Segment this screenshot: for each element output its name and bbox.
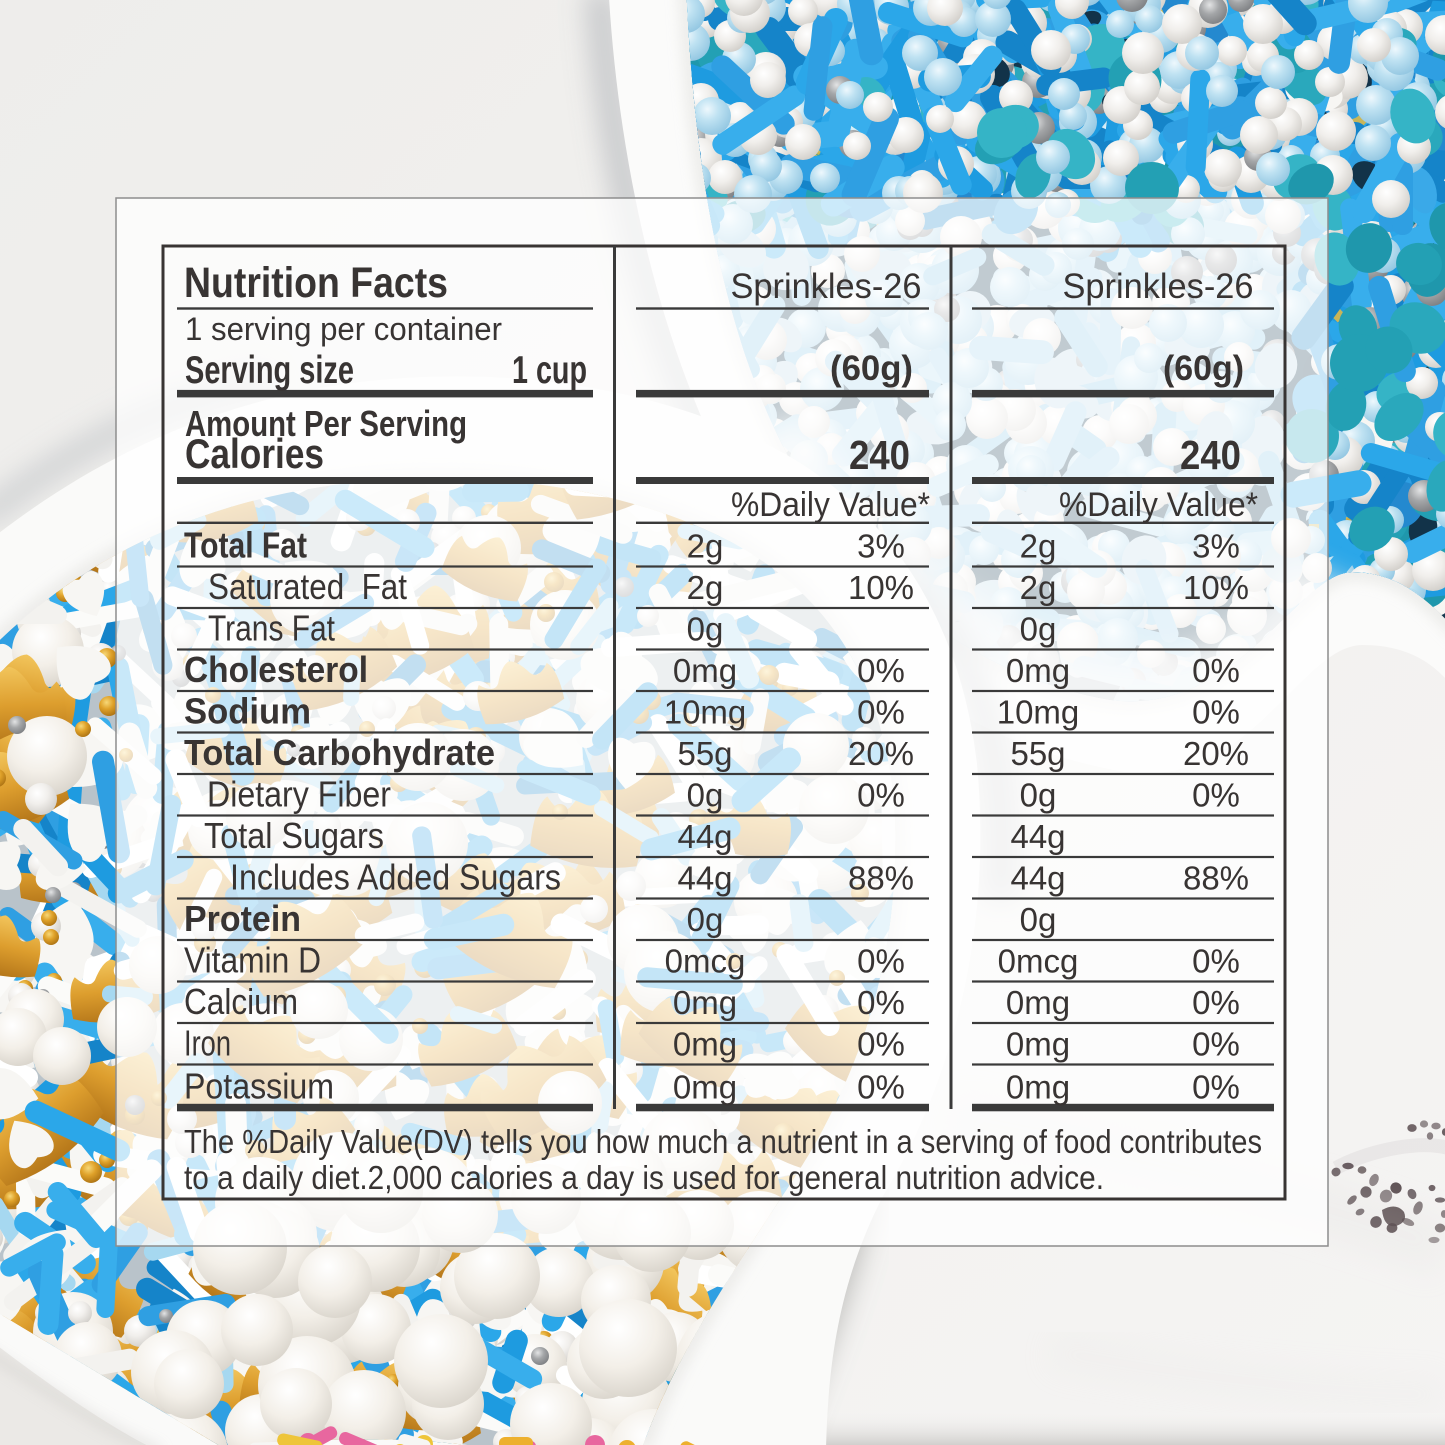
svg-text:0g: 0g (1020, 777, 1057, 814)
svg-text:2g: 2g (1020, 569, 1057, 606)
svg-text:Iron: Iron (184, 1023, 231, 1064)
svg-text:1 serving per container: 1 serving per container (185, 311, 502, 347)
svg-text:0%: 0% (857, 652, 905, 689)
svg-text:%Daily Value*: %Daily Value* (731, 486, 930, 524)
svg-text:2g: 2g (687, 528, 724, 565)
svg-text:Serving size: Serving size (185, 349, 354, 392)
svg-text:10mg: 10mg (997, 694, 1080, 731)
svg-text:0mg: 0mg (1006, 984, 1070, 1021)
svg-text:Protein: Protein (184, 898, 301, 939)
svg-text:0%: 0% (857, 943, 905, 980)
svg-text:Total Sugars: Total Sugars (204, 815, 384, 856)
svg-text:0mcg: 0mcg (998, 943, 1079, 980)
svg-text:0%: 0% (857, 984, 905, 1021)
svg-text:88%: 88% (1183, 860, 1249, 897)
svg-text:Amount Per Serving: Amount Per Serving (185, 403, 467, 444)
svg-text:0%: 0% (1192, 1069, 1240, 1106)
svg-text:0mcg: 0mcg (665, 943, 746, 980)
svg-text:0mg: 0mg (673, 984, 737, 1021)
svg-text:0mg: 0mg (1006, 652, 1070, 689)
svg-text:Total Carbohydrate: Total Carbohydrate (184, 732, 495, 773)
svg-text:0%: 0% (857, 694, 905, 731)
svg-text:2g: 2g (687, 569, 724, 606)
svg-text:88%: 88% (848, 860, 914, 897)
svg-text:10mg: 10mg (664, 694, 747, 731)
svg-text:0%: 0% (1192, 1026, 1240, 1063)
svg-text:20%: 20% (848, 735, 914, 772)
svg-text:(60g): (60g) (1163, 349, 1244, 388)
svg-text:0g: 0g (687, 611, 724, 648)
svg-text:%Daily Value*: %Daily Value* (1059, 486, 1258, 524)
svg-text:44g: 44g (1010, 860, 1065, 897)
svg-text:Nutrition Facts: Nutrition Facts (184, 259, 448, 307)
svg-text:Sprinkles-26: Sprinkles-26 (1063, 267, 1254, 306)
svg-text:0%: 0% (857, 777, 905, 814)
svg-text:0g: 0g (1020, 611, 1057, 648)
svg-text:Dietary Fiber: Dietary Fiber (207, 774, 391, 815)
svg-text:0mg: 0mg (673, 1069, 737, 1106)
svg-text:44g: 44g (677, 860, 732, 897)
svg-text:Saturated Fat: Saturated Fat (208, 566, 407, 607)
svg-text:(60g): (60g) (830, 349, 913, 388)
svg-text:Trans Fat: Trans Fat (208, 608, 335, 649)
svg-text:The %Daily Value(DV) tells you: The %Daily Value(DV) tells you how much … (184, 1123, 1262, 1160)
svg-text:3%: 3% (1192, 528, 1240, 565)
svg-text:0mg: 0mg (1006, 1026, 1070, 1063)
svg-text:Potassium: Potassium (184, 1066, 334, 1107)
svg-text:0%: 0% (1192, 943, 1240, 980)
svg-text:10%: 10% (848, 569, 914, 606)
svg-text:Total Fat: Total Fat (184, 525, 307, 566)
svg-text:44g: 44g (677, 818, 732, 855)
svg-text:Vitamin D: Vitamin D (184, 940, 321, 981)
svg-text:0mg: 0mg (673, 652, 737, 689)
svg-text:0%: 0% (857, 1069, 905, 1106)
svg-text:20%: 20% (1183, 735, 1249, 772)
svg-text:0g: 0g (687, 901, 724, 938)
svg-text:Calories: Calories (185, 430, 324, 477)
svg-text:to a daily diet.2,000 calories: to a daily diet.2,000 calories a day is … (184, 1159, 1104, 1196)
svg-text:Includes Added Sugars: Includes Added Sugars (230, 857, 561, 898)
svg-text:0%: 0% (857, 1026, 905, 1063)
svg-text:0mg: 0mg (1006, 1069, 1070, 1106)
svg-text:10%: 10% (1183, 569, 1249, 606)
svg-text:0%: 0% (1192, 652, 1240, 689)
svg-text:55g: 55g (677, 735, 732, 772)
svg-text:Cholesterol: Cholesterol (184, 649, 368, 690)
svg-text:Sodium: Sodium (184, 691, 311, 732)
svg-text:1 cup: 1 cup (512, 349, 587, 392)
svg-text:0mg: 0mg (673, 1026, 737, 1063)
svg-text:0%: 0% (1192, 984, 1240, 1021)
svg-text:3%: 3% (857, 528, 905, 565)
svg-text:240: 240 (849, 432, 910, 478)
svg-text:0g: 0g (687, 777, 724, 814)
svg-text:55g: 55g (1010, 735, 1065, 772)
svg-text:Sprinkles-26: Sprinkles-26 (731, 267, 922, 306)
svg-text:0%: 0% (1192, 694, 1240, 731)
svg-text:240: 240 (1180, 432, 1241, 478)
svg-text:0%: 0% (1192, 777, 1240, 814)
svg-text:Calcium: Calcium (184, 981, 298, 1022)
svg-text:2g: 2g (1020, 528, 1057, 565)
svg-text:44g: 44g (1010, 818, 1065, 855)
svg-text:0g: 0g (1020, 901, 1057, 938)
